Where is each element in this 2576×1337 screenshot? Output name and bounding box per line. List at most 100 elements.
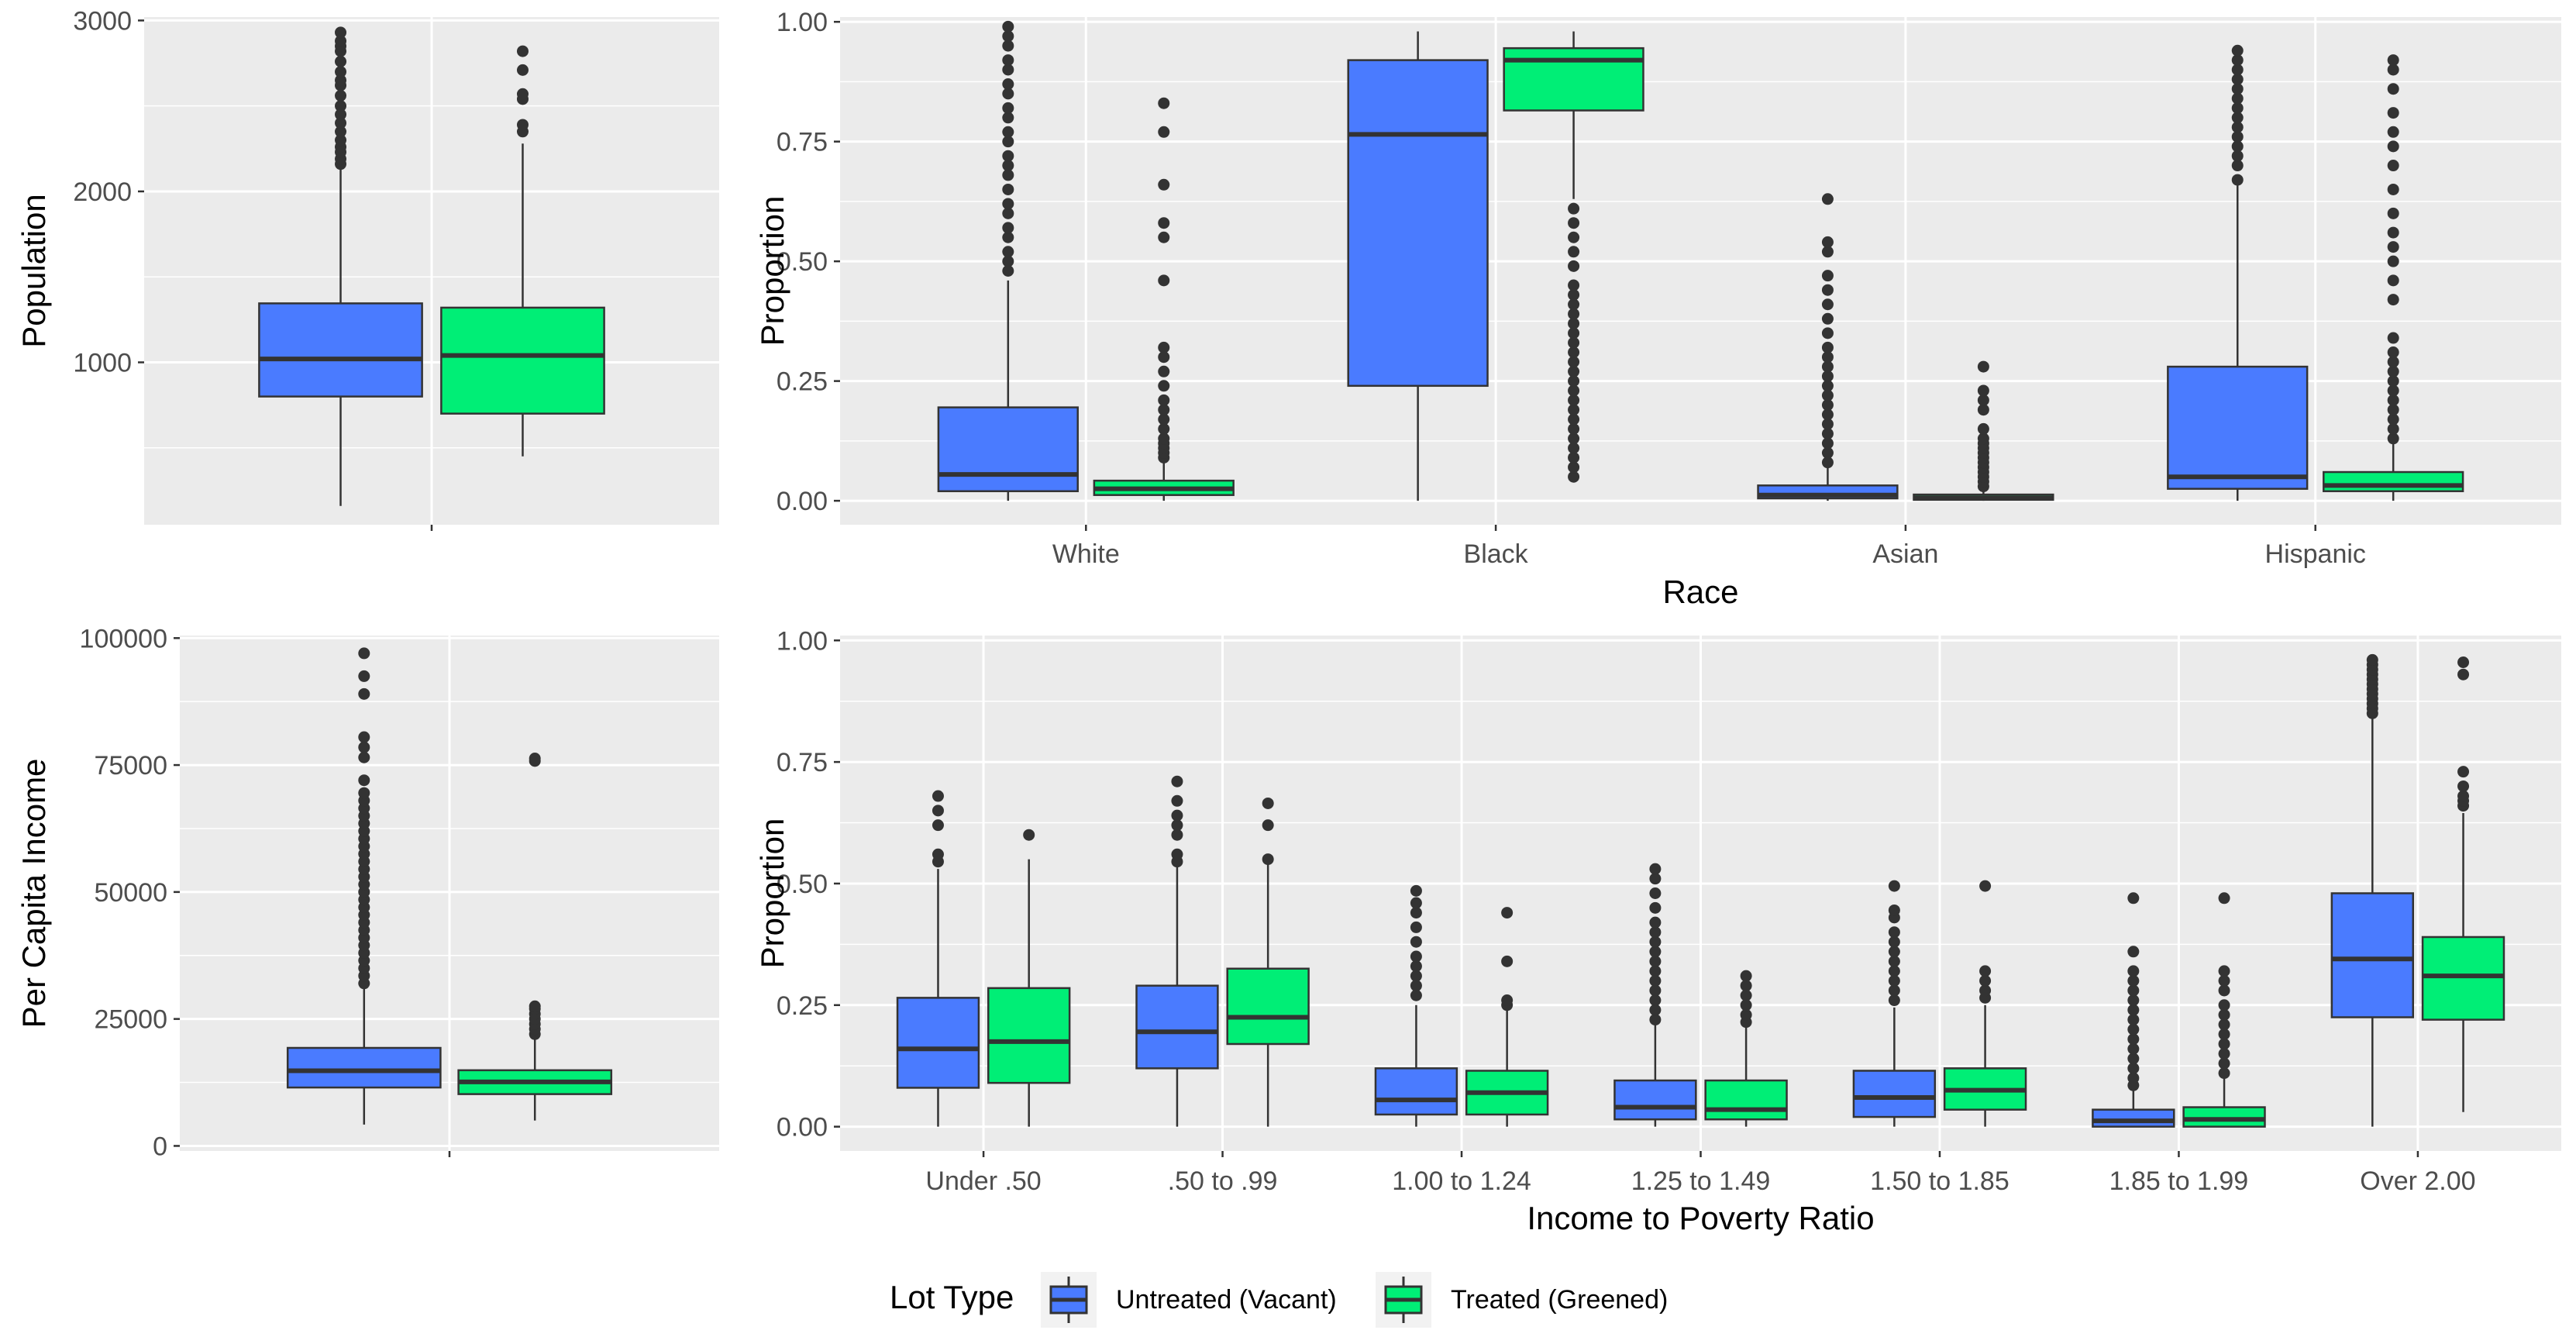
outlier-point	[335, 109, 347, 121]
outlier-point	[2231, 83, 2244, 95]
outlier-point	[1740, 1008, 1752, 1021]
box-income-to-poverty-treated-3	[1704, 970, 1788, 1127]
outlier-point	[2127, 892, 2140, 905]
outlier-point	[1158, 97, 1170, 109]
outlier-point	[1410, 884, 1422, 897]
outlier-point	[1740, 970, 1752, 982]
outlier-point	[932, 819, 944, 832]
outlier-point	[2387, 226, 2399, 239]
outlier-point	[1979, 974, 1992, 987]
outlier-point	[2231, 44, 2244, 57]
outlier-point	[1410, 989, 1422, 1001]
outlier-point	[2218, 1008, 2230, 1021]
outlier-point	[2231, 64, 2244, 76]
outlier-point	[1158, 422, 1170, 435]
y-tick-label: 0.75	[777, 128, 828, 157]
outlier-point	[2387, 332, 2399, 344]
outlier-point	[1158, 413, 1170, 426]
iqr-box	[1135, 984, 1219, 1070]
outlier-point	[1649, 887, 1662, 899]
outlier-point	[1568, 365, 1580, 377]
outlier-point	[1171, 775, 1183, 787]
outlier-point	[1568, 394, 1580, 406]
outlier-point	[335, 55, 347, 67]
iqr-box	[2421, 936, 2505, 1021]
outlier-point	[1979, 880, 1992, 892]
outlier-point	[1821, 246, 1834, 258]
outlier-point	[1002, 20, 1014, 33]
outlier-point	[2127, 994, 2140, 1007]
outlier-point	[529, 1000, 541, 1012]
outlier-point	[2127, 1062, 2140, 1074]
box-income-to-poverty-treated-4	[1943, 880, 2027, 1127]
y-tick-label: 3000	[73, 6, 132, 36]
box-income-to-poverty-treated-1	[1226, 797, 1310, 1127]
outlier-point	[2387, 54, 2399, 67]
outlier-point	[1977, 432, 1989, 445]
box-race-untreated-0	[937, 20, 1079, 501]
outlier-point	[1821, 327, 1834, 339]
box-income-to-poverty-untreated-6	[2330, 653, 2414, 1127]
outlier-point	[1568, 317, 1580, 329]
outlier-point	[1410, 921, 1422, 933]
outlier-point	[1002, 64, 1014, 76]
outlier-point	[1568, 327, 1580, 339]
outlier-point	[1649, 994, 1662, 1007]
outlier-point	[1158, 231, 1170, 243]
box-race-treated-3	[2323, 54, 2464, 501]
outlier-point	[1158, 394, 1170, 406]
outlier-point	[1568, 442, 1580, 454]
outlier-point	[1002, 102, 1014, 114]
panel-race: 0.00 0.25 0.50 0.75 1.00 White Black Asian Hispa…	[754, 8, 2561, 610]
outlier-point	[1821, 380, 1834, 392]
iqr-box	[258, 302, 423, 398]
outlier-point	[1977, 422, 1989, 435]
outlier-point	[1568, 346, 1580, 359]
outlier-point	[358, 647, 370, 660]
box-race-treated-0	[1093, 97, 1235, 501]
outlier-point	[335, 134, 347, 146]
legend-key-treated	[1376, 1272, 1431, 1328]
outlier-point	[1002, 30, 1014, 43]
y-axis-title: Proportion	[754, 196, 790, 346]
iqr-box	[1503, 47, 1644, 112]
outlier-point	[932, 790, 944, 802]
outlier-point	[1649, 955, 1662, 967]
outlier-point	[1501, 907, 1514, 919]
outlier-point	[1568, 451, 1580, 463]
outlier-point	[2387, 394, 2399, 406]
outlier-point	[2387, 107, 2399, 119]
outlier-point	[335, 126, 347, 138]
outlier-point	[1002, 222, 1014, 234]
outlier-point	[1821, 437, 1834, 450]
outlier-point	[2127, 1004, 2140, 1016]
x-tick-label: Under .50	[925, 1166, 1041, 1196]
legend-title: Lot Type	[890, 1279, 1014, 1315]
y-axis-title: Proportion	[754, 818, 790, 969]
box-race-treated-2	[1913, 360, 2054, 501]
outlier-point	[1568, 413, 1580, 426]
x-tick-label: White	[1052, 539, 1120, 569]
outlier-point	[2127, 984, 2140, 997]
outlier-point	[2387, 241, 2399, 253]
outlier-point	[1002, 231, 1014, 243]
outlier-point	[1002, 40, 1014, 52]
outlier-point	[1649, 863, 1662, 875]
outlier-point	[1568, 231, 1580, 243]
outlier-point	[2231, 102, 2244, 114]
y-tick-label: 100000	[80, 624, 167, 653]
outlier-point	[358, 774, 370, 787]
y-tick-label: 25000	[94, 1005, 167, 1035]
x-tick-label: 1.85 to 1.99	[2109, 1166, 2249, 1196]
outlier-point	[1410, 960, 1422, 973]
y-tick-label: 0	[153, 1132, 167, 1161]
outlier-point	[1821, 341, 1834, 353]
outlier-point	[1262, 853, 1274, 866]
x-tick-label: Asian	[1872, 539, 1938, 569]
outlier-point	[1158, 178, 1170, 191]
outlier-point	[1649, 936, 1662, 948]
outlier-point	[1821, 428, 1834, 440]
outlier-point	[932, 848, 944, 860]
outlier-point	[2387, 365, 2399, 377]
outlier-point	[1568, 404, 1580, 416]
